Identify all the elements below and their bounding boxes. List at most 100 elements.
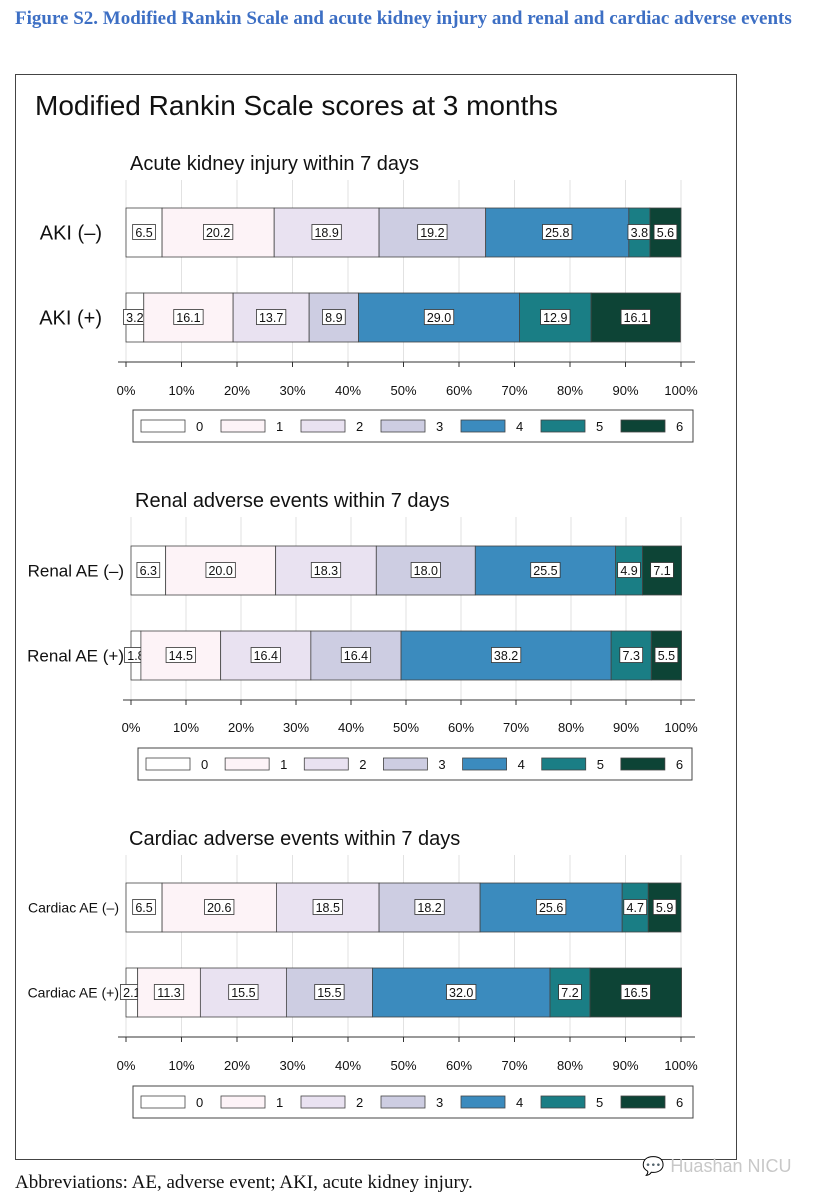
data-label: 32.0 [449,986,473,1000]
data-label: 2.1 [123,986,140,1000]
data-label-box [256,309,287,325]
data-label: 8.9 [325,311,342,325]
data-label-box [620,309,651,325]
data-label-box [132,899,156,915]
legend-swatch [300,419,346,433]
legend-swatch [540,1095,586,1109]
main-title: Modified Rankin Scale scores at 3 months [35,90,558,121]
data-label-box [228,984,259,1000]
data-label-box [540,309,571,325]
data-label-box [205,562,236,578]
legend-swatch [460,1095,506,1109]
data-label: 16.4 [254,649,278,663]
legend-label: 1 [276,1095,283,1110]
data-label-box [414,899,445,915]
x-tick-label: 60% [446,1058,472,1073]
data-label: 20.6 [207,901,231,915]
legend-swatch [145,757,191,771]
x-tick-label: 90% [613,720,639,735]
legend-label: 6 [676,419,683,434]
data-label: 11.3 [157,986,180,1000]
x-tick-label: 0% [122,720,141,735]
watermark-text: Huashan NICU [670,1156,792,1176]
x-tick-label: 30% [279,383,305,398]
data-label-box [312,899,343,915]
legend-swatch [462,757,507,771]
data-label: 3.2 [126,311,143,325]
category-label: Renal AE (–) [28,561,124,580]
data-label: 25.6 [539,901,563,915]
legend-swatch [380,1095,426,1109]
x-tick-label: 50% [390,383,416,398]
legend-label: 5 [597,757,604,772]
data-label-box [203,224,234,240]
x-tick-label: 30% [279,1058,305,1073]
data-label: 5.5 [658,649,675,663]
legend-label: 0 [201,757,208,772]
legend-swatch [303,757,349,771]
legend-label: 0 [196,419,203,434]
data-label-box [136,562,161,578]
legend-swatch [460,419,506,433]
data-label-box [619,647,644,663]
x-tick-label: 0% [117,1058,136,1073]
x-tick-label: 80% [557,383,583,398]
legend-label: 3 [438,757,445,772]
x-tick-label: 40% [335,383,361,398]
bar-segment [375,545,476,596]
legend-swatch [220,419,266,433]
x-tick-label: 60% [448,720,474,735]
legend-label: 1 [280,757,287,772]
legend-label: 2 [359,757,366,772]
x-tick-label: 10% [173,720,199,735]
legend-label: 2 [356,419,363,434]
x-tick-label: 40% [335,1058,361,1073]
data-label: 5.9 [656,901,673,915]
x-tick-label: 70% [501,1058,527,1073]
legend-swatch [620,1095,666,1109]
legend-swatch [224,757,270,771]
data-label: 16.5 [624,986,648,1000]
data-label: 18.5 [316,901,340,915]
legend-swatch [300,1095,346,1109]
data-label: 16.1 [624,311,648,325]
legend-label: 6 [676,757,683,772]
data-label-box [653,224,678,240]
chart-title: Renal adverse events within 7 days [135,490,450,512]
data-label: 3.8 [631,226,648,240]
data-label: 16.4 [344,649,368,663]
data-label: 4.9 [620,564,637,578]
data-label-box [617,562,641,578]
data-label-box [650,562,674,578]
figure-caption: Figure S2. Modified Rankin Scale and acu… [15,8,792,29]
x-tick-label: 10% [168,1058,194,1073]
data-label: 25.5 [533,564,557,578]
data-label-box [620,984,651,1000]
data-label: 7.2 [561,986,578,1000]
legend-label: 3 [436,1095,443,1110]
legend-label: 6 [676,1095,683,1110]
data-label-box [623,899,648,915]
x-tick-label: 30% [283,720,309,735]
legend-label: 5 [596,1095,603,1110]
data-label-box [446,984,477,1000]
bar-segment [549,967,591,1018]
legend-swatch [383,757,428,771]
data-label: 13.7 [259,311,283,325]
category-label: Renal AE (+) [27,646,124,665]
data-label-box [314,984,345,1000]
x-tick-label: 90% [612,383,638,398]
legend-swatch [140,1095,186,1109]
x-tick-label: 0% [117,383,136,398]
legend-swatch [620,757,666,771]
legend-swatch [220,1095,266,1109]
data-label-box [423,309,455,325]
data-label: 18.3 [314,564,338,578]
data-label: 5.6 [657,226,674,240]
x-tick-label: 40% [338,720,364,735]
watermark: 💬 Huashan NICU [642,1156,791,1177]
data-label: 18.9 [314,226,338,240]
category-label: AKI (+) [39,308,102,330]
x-tick-label: 90% [612,1058,638,1073]
x-tick-label: 20% [224,1058,250,1073]
